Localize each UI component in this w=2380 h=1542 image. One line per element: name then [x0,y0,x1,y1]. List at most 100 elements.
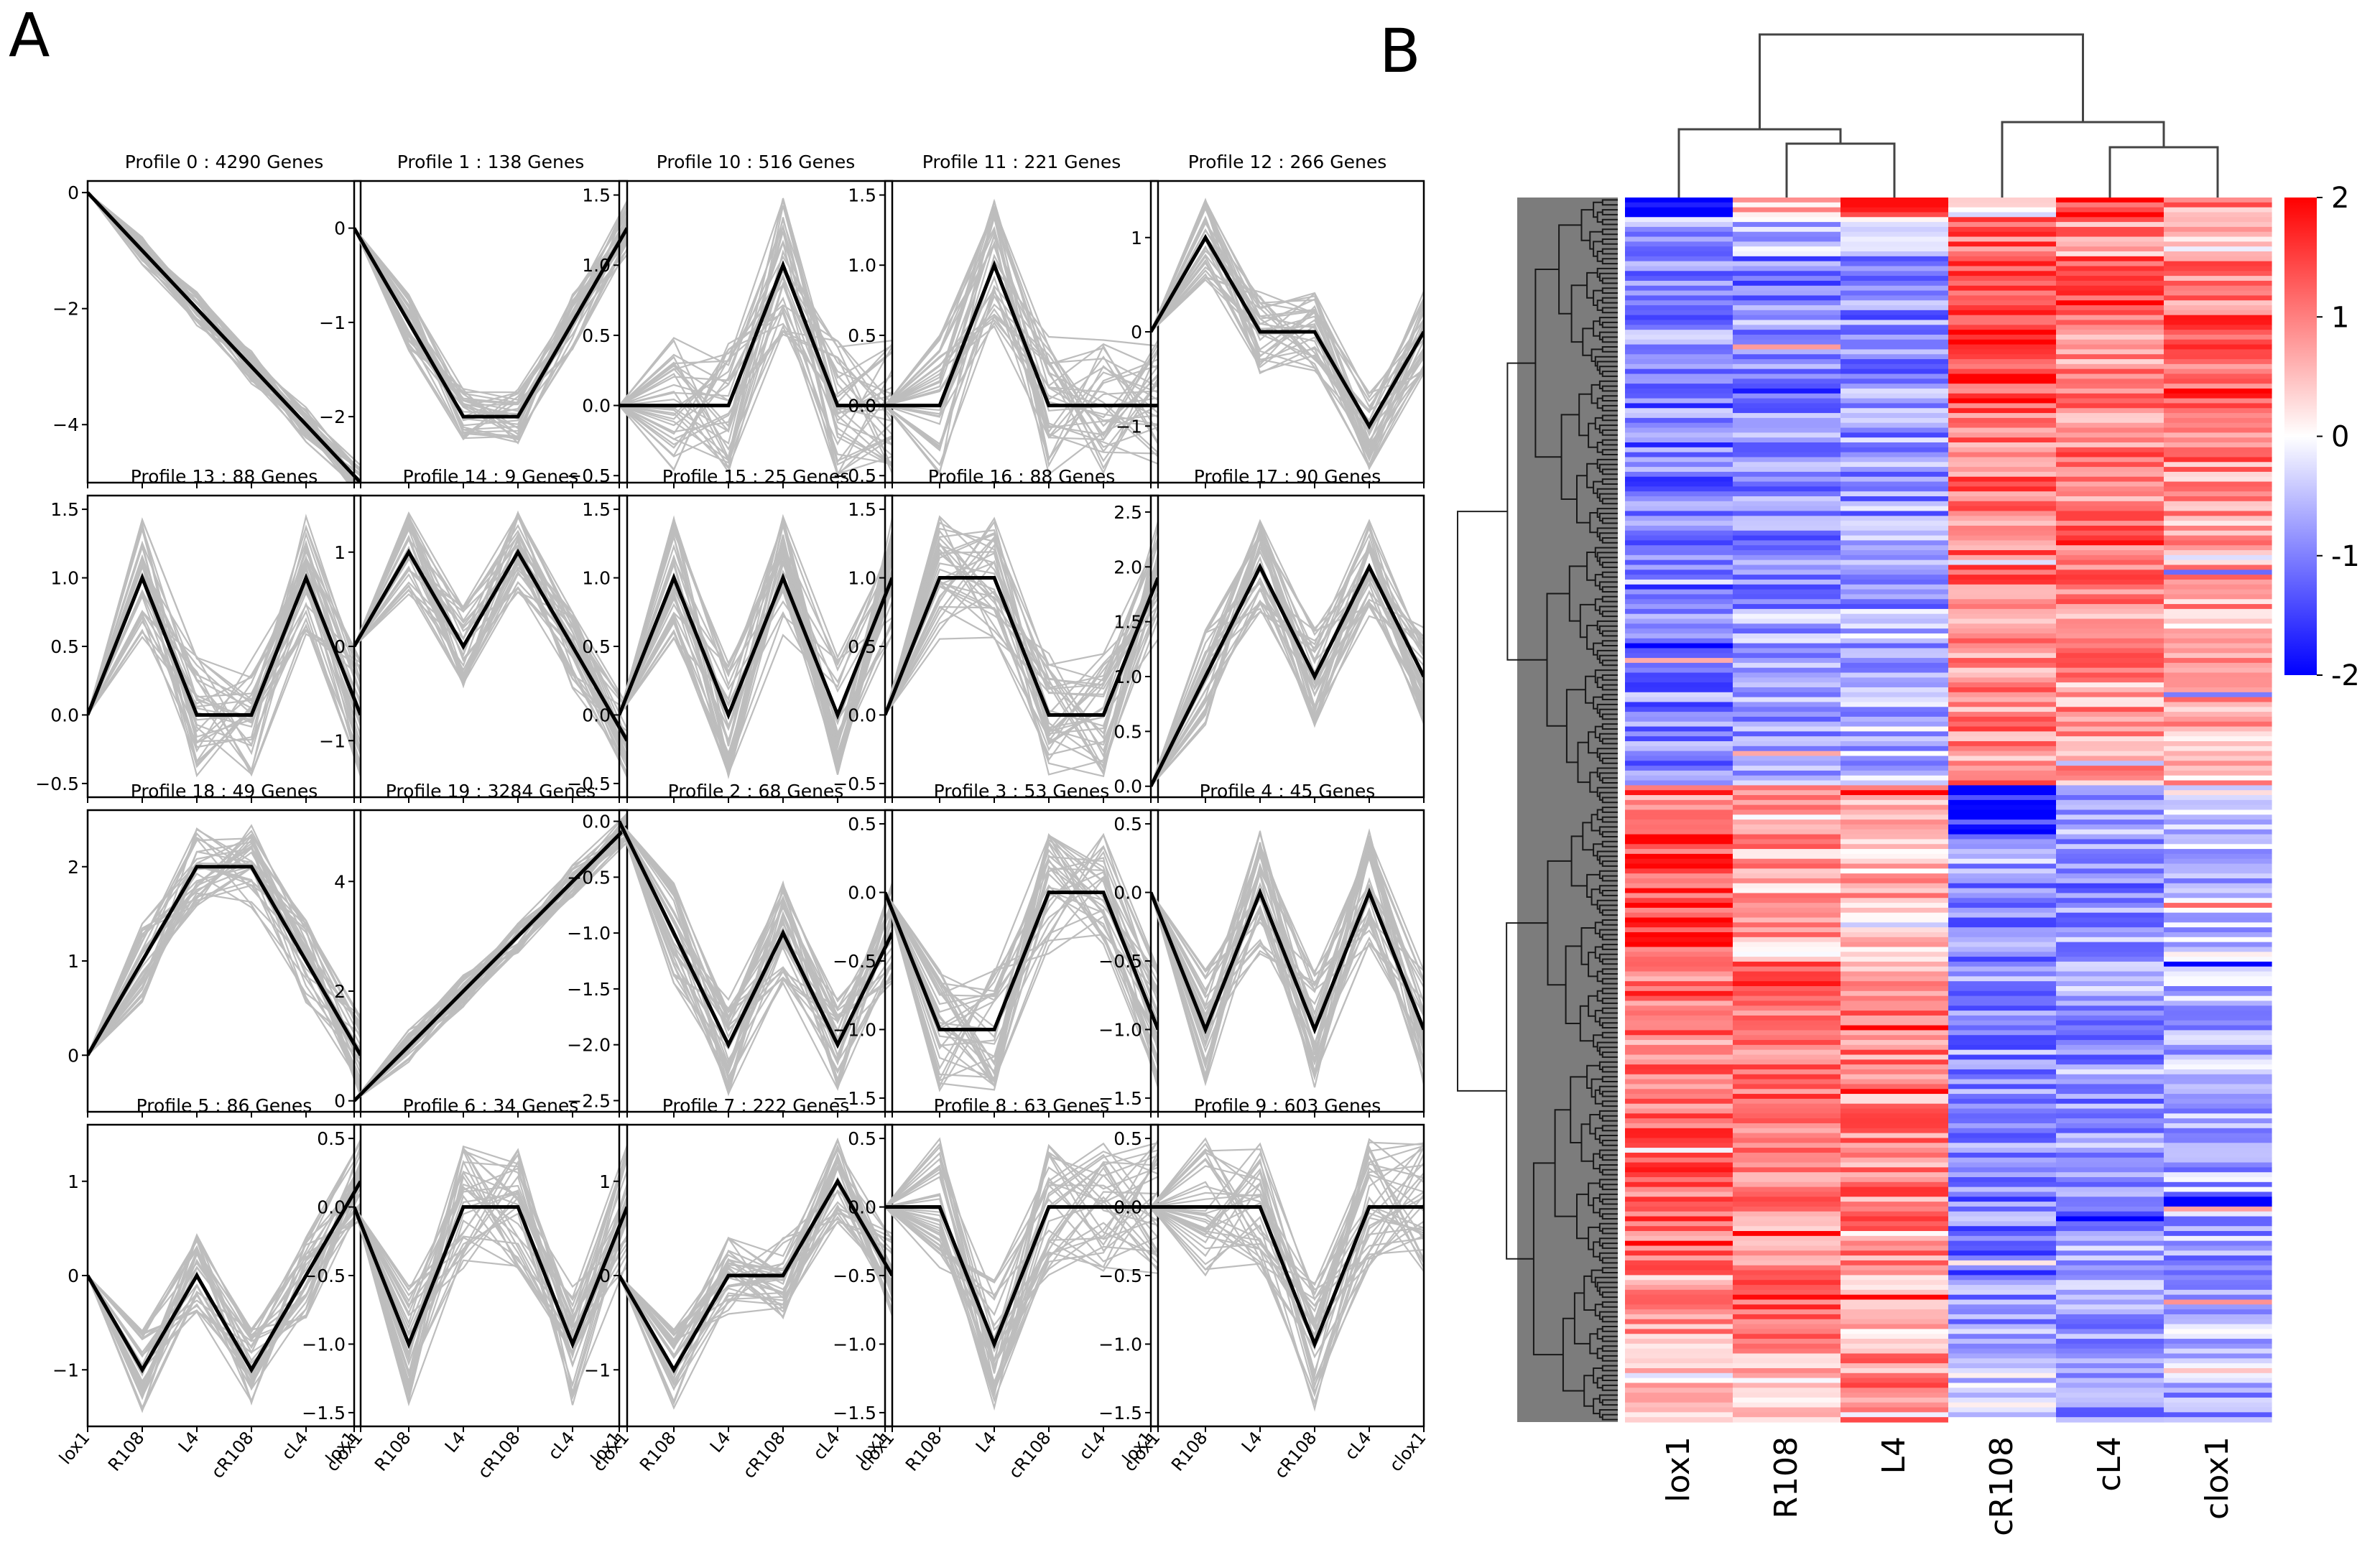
x-tick-label: cL4 [544,1428,578,1464]
heatmap-cell [1840,1388,1949,1393]
heatmap-cell [2056,1226,2164,1232]
heatmap-cell [1948,917,2057,923]
heatmap-cell [1840,702,1949,707]
heatmap-cell [1625,437,1733,443]
heatmap-cell [2056,506,2164,512]
heatmap-cell [2164,799,2272,806]
heatmap-cell [1625,1235,1733,1242]
heatmap-cell [1948,1260,2057,1266]
heatmap-cell [2164,1339,2272,1344]
heatmap-cell [1840,1255,1949,1261]
heatmap-cell [1733,643,1841,649]
heatmap-cell [1625,545,1733,551]
heatmap-cell [1625,922,1733,928]
heatmap-cell [1625,236,1733,242]
heatmap-cell [1625,1334,1733,1339]
heatmap-cell [1625,961,1733,967]
heatmap-cell [1840,1235,1949,1242]
heatmap-cell [1840,1044,1949,1051]
heatmap-cell [2164,1216,2272,1222]
heatmap-cell [2056,853,2164,860]
gene-line [354,1148,627,1362]
colorbar [2284,198,2317,675]
heatmap-cell [1840,618,1949,624]
heatmap-cell [1625,608,1733,615]
heatmap-cell [1733,814,1841,820]
profile-title: Profile 6 : 34 Genes [403,1095,579,1116]
heatmap-cell [1733,236,1841,242]
y-tick-label: 0.5 [582,325,611,346]
heatmap-cell [2056,251,2164,257]
heatmap-cell [2164,780,2272,786]
heatmap-cell [1948,687,2057,693]
heatmap-cell [1948,1108,2057,1114]
heatmap-cell [1948,1226,2057,1232]
heatmap-cell [2164,442,2272,448]
gene-line [885,259,1158,470]
heatmap-cell [2056,207,2164,213]
heatmap-cell [2164,770,2272,776]
heatmap-cell [1840,535,1949,541]
heatmap-cell [2164,986,2272,992]
heatmap-cell [1840,643,1949,649]
heatmap-cell [2164,1094,2272,1100]
heatmap-cell [1840,202,1949,208]
heatmap-cell [2056,942,2164,948]
heatmap-cell [1625,1079,1733,1085]
gene-line [619,820,892,1097]
heatmap-cell [2056,471,2164,478]
heatmap-cell [1840,368,1949,375]
heatmap-cell [1840,584,1949,590]
heatmap-cell [1948,1270,2057,1276]
heatmap-cell [2164,1079,2272,1085]
heatmap-cell [1733,368,1841,375]
heatmap-cell [2164,1108,2272,1114]
heatmap-cell [2164,363,2272,370]
heatmap-cell [1733,437,1841,443]
y-tick-label: 0.0 [848,883,876,904]
heatmap-cell [2164,608,2272,615]
heatmap-cell [1625,1167,1733,1173]
heatmap-cell [1948,310,2057,316]
y-tick-label: 1.0 [848,568,876,589]
heatmap-cell [1948,241,2057,247]
heatmap-cell [1948,849,2057,855]
y-tick-label: 1 [68,1171,79,1192]
heatmap-cell [2056,1020,2164,1026]
heatmap-cell [1840,824,1949,830]
heatmap-cell [2164,957,2272,962]
heatmap-cell [1733,790,1841,796]
heatmap-cell [1948,589,2057,595]
heatmap-cell [1948,961,2057,967]
gene-line [354,1207,627,1374]
heatmap-cell [1840,559,1949,566]
gene-line [354,228,627,440]
heatmap-cell [1840,486,1949,492]
heatmap-cell [2164,1030,2272,1036]
heatmap-cell [2164,1245,2272,1251]
gene-line [885,860,1158,1024]
heatmap-cell [2056,290,2164,296]
heatmap-cell [1733,912,1841,919]
heatmap-cell [2056,613,2164,620]
heatmap-cell [1948,1373,2057,1379]
heatmap-cell [2164,501,2272,507]
profile-title: Profile 4 : 45 Genes [1200,781,1376,802]
heatmap-cell [1625,565,1733,570]
heatmap-cell [1625,785,1733,791]
heatmap-cell [1840,692,1949,698]
heatmap-cell [1840,907,1949,914]
heatmap-cell [2164,829,2272,835]
heatmap-cell [1733,1030,1841,1036]
heatmap-cell [1840,1275,1949,1281]
heatmap-column-label: cR108 [1983,1436,2020,1536]
heatmap-cell [1948,290,2057,296]
heatmap-cell [2056,966,2164,972]
heatmap-cell [1733,1157,1841,1164]
heatmap-cell [1948,217,2057,223]
heatmap-cell [1625,471,1733,478]
heatmap-cell [2164,550,2272,556]
heatmap-cell [2056,971,2164,977]
